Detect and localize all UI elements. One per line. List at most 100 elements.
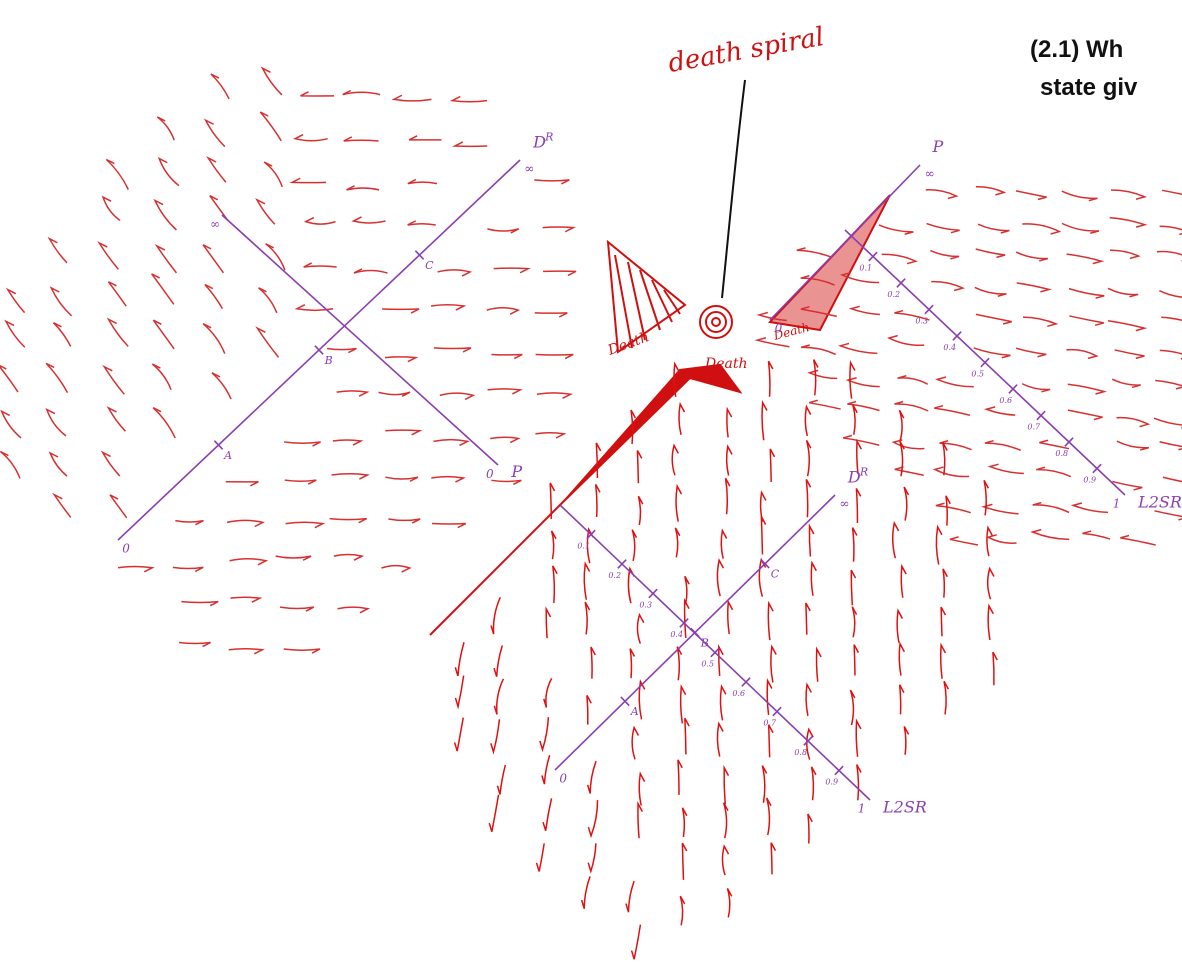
field-arrow bbox=[1162, 476, 1182, 483]
field-arrow bbox=[679, 895, 686, 926]
field-arrow bbox=[849, 689, 856, 726]
field-arrow bbox=[720, 528, 728, 559]
axis-label: D bbox=[532, 133, 546, 152]
axis-tick bbox=[834, 765, 844, 776]
field-arrow bbox=[172, 566, 204, 573]
field-arrow bbox=[542, 226, 576, 233]
field-arrow bbox=[898, 409, 905, 441]
field-arrow bbox=[683, 597, 690, 639]
field-arrow bbox=[766, 677, 773, 716]
field-arrow bbox=[151, 273, 175, 305]
field-arrow bbox=[437, 269, 473, 277]
field-arrow bbox=[1116, 440, 1150, 451]
field-arrow bbox=[684, 575, 690, 605]
field-arrow bbox=[945, 495, 951, 526]
field-arrow bbox=[542, 798, 553, 831]
field-arrow bbox=[925, 189, 959, 200]
field-arrow bbox=[805, 439, 812, 477]
field-arrow bbox=[539, 717, 550, 753]
field-arrow bbox=[156, 116, 175, 141]
field-arrow bbox=[942, 568, 949, 598]
field-arrow bbox=[1153, 417, 1182, 429]
field-arrow bbox=[630, 409, 637, 445]
axis-end-label: ∞ bbox=[524, 162, 534, 176]
field-arrow bbox=[1069, 315, 1104, 327]
field-arrow bbox=[454, 675, 465, 710]
field-arrow bbox=[815, 646, 822, 682]
spiral-note: death spiral bbox=[666, 22, 826, 79]
field-arrow bbox=[303, 216, 336, 225]
field-arrow bbox=[1066, 253, 1105, 265]
field-arrow bbox=[391, 94, 432, 102]
field-arrow bbox=[629, 648, 636, 679]
field-arrow bbox=[388, 518, 421, 524]
axis-tick bbox=[772, 706, 782, 717]
field-arrow bbox=[717, 644, 724, 677]
field-arrow bbox=[488, 794, 500, 832]
field-arrow bbox=[1120, 534, 1156, 546]
field-arrow bbox=[726, 599, 734, 635]
field-arrow bbox=[770, 644, 777, 683]
field-arrow bbox=[283, 441, 321, 447]
field-arrow bbox=[723, 764, 730, 805]
field-arrow bbox=[926, 222, 960, 234]
field-arrow bbox=[493, 645, 504, 677]
field-arrow bbox=[808, 399, 841, 410]
field-arrow bbox=[767, 600, 774, 641]
field-arrow bbox=[726, 888, 733, 918]
field-arrow bbox=[52, 322, 72, 347]
field-arrow bbox=[486, 307, 521, 315]
field-arrow bbox=[580, 876, 591, 909]
field-arrow bbox=[975, 186, 1007, 196]
field-arrow bbox=[332, 439, 364, 446]
field-arrow bbox=[1021, 383, 1051, 393]
field-arrow bbox=[1067, 409, 1103, 421]
field-arrow bbox=[805, 479, 812, 518]
field-arrow bbox=[487, 228, 520, 234]
field-arrow bbox=[898, 684, 905, 715]
field-arrow bbox=[49, 286, 73, 317]
field-arrow bbox=[285, 521, 326, 529]
field-arrow bbox=[47, 236, 68, 264]
axis-tick bbox=[314, 345, 324, 355]
field-arrow bbox=[432, 522, 467, 529]
field-arrow bbox=[542, 270, 577, 277]
axis-end-label: 0 bbox=[775, 321, 783, 335]
field-arrow bbox=[333, 553, 365, 561]
field-arrow bbox=[630, 924, 642, 960]
field-arrow bbox=[331, 473, 370, 480]
field-arrow bbox=[856, 438, 863, 475]
axis-tick bbox=[1092, 463, 1102, 474]
field-arrow bbox=[849, 360, 856, 399]
field-arrow bbox=[716, 558, 725, 597]
field-arrow bbox=[681, 807, 688, 838]
field-arrow bbox=[229, 557, 269, 566]
field-arrow bbox=[381, 564, 412, 573]
field-arrow bbox=[800, 305, 837, 318]
field-arrow bbox=[586, 760, 597, 794]
field-arrow bbox=[796, 247, 833, 259]
field-arrow bbox=[451, 141, 488, 148]
field-arrow bbox=[855, 488, 862, 523]
field-arrow bbox=[808, 523, 815, 557]
field-arrow bbox=[449, 95, 488, 103]
field-arrow bbox=[493, 678, 505, 715]
axis-tick bbox=[679, 618, 689, 628]
field-arrow bbox=[805, 682, 812, 716]
field-arrow bbox=[385, 429, 423, 436]
axis-tick-label: 0.8 bbox=[1055, 449, 1068, 458]
field-arrow bbox=[681, 842, 688, 880]
field-arrow bbox=[378, 391, 411, 397]
field-arrow bbox=[726, 406, 733, 438]
field-arrow bbox=[894, 309, 930, 321]
field-arrow bbox=[255, 326, 280, 358]
axis-tick-label: 0.8 bbox=[794, 748, 807, 757]
field-arrow bbox=[903, 726, 910, 755]
axis-tick bbox=[1064, 437, 1074, 447]
axis-tick bbox=[1036, 410, 1046, 421]
axis-end-label: ∞ bbox=[925, 166, 935, 180]
field-arrow bbox=[992, 651, 998, 686]
field-arrow bbox=[984, 439, 1022, 452]
axis-label: D bbox=[847, 467, 861, 486]
field-arrow bbox=[932, 466, 970, 478]
